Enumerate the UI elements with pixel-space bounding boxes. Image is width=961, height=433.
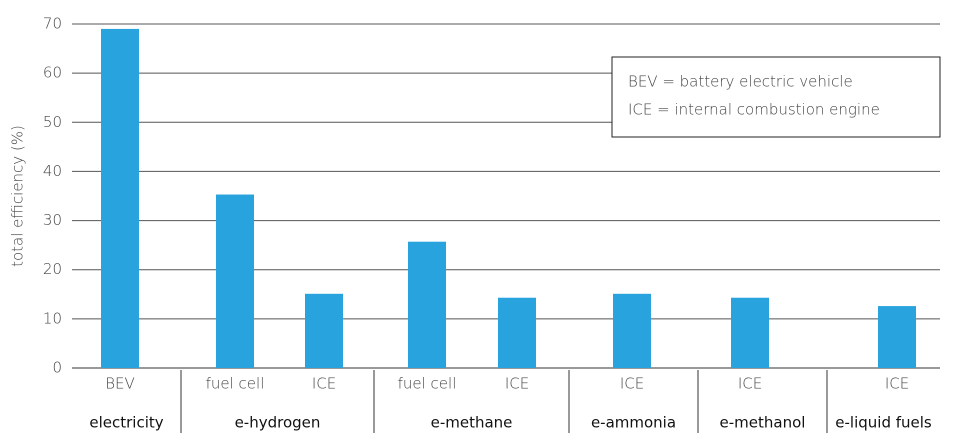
bar bbox=[305, 293, 343, 368]
x-tick-label: ICE bbox=[620, 375, 644, 393]
y-tick-label: 10 bbox=[43, 309, 62, 327]
x-tick-label: ICE bbox=[505, 375, 529, 393]
group-label: e-hydrogen bbox=[235, 414, 321, 432]
group-label: electricity bbox=[89, 414, 163, 432]
y-tick-label: 20 bbox=[43, 260, 62, 278]
y-tick-label: 0 bbox=[52, 359, 62, 377]
y-tick-label: 60 bbox=[43, 64, 62, 82]
bar bbox=[408, 241, 446, 368]
x-tick-label: ICE bbox=[885, 375, 909, 393]
x-tick-label: ICE bbox=[312, 375, 336, 393]
group-label: e-methane bbox=[431, 414, 513, 432]
y-tick-label: 40 bbox=[43, 162, 62, 180]
note: BEV = battery electric vehicle bbox=[628, 73, 853, 91]
x-tick-label: fuel cell bbox=[206, 375, 265, 393]
bar bbox=[613, 293, 651, 368]
group-label: e-ammonia bbox=[591, 414, 676, 432]
bar bbox=[878, 306, 916, 368]
note: ICE = internal combustion engine bbox=[628, 101, 880, 119]
y-tick-label: 50 bbox=[43, 113, 62, 131]
bar bbox=[101, 28, 139, 369]
y-tick-label: 30 bbox=[43, 211, 62, 229]
x-tick-label: ICE bbox=[738, 375, 762, 393]
bar bbox=[498, 297, 536, 368]
y-tick-label: 70 bbox=[43, 15, 62, 33]
group-label: e-liquid fuels bbox=[835, 414, 932, 432]
note-box bbox=[611, 56, 941, 138]
bar bbox=[731, 297, 769, 368]
y-axis-label: total efficiency (%) bbox=[9, 125, 27, 267]
x-tick-label: fuel cell bbox=[398, 375, 457, 393]
group-label: e-methanol bbox=[720, 414, 806, 432]
x-tick-label: BEV bbox=[105, 375, 135, 393]
bar bbox=[216, 194, 254, 368]
